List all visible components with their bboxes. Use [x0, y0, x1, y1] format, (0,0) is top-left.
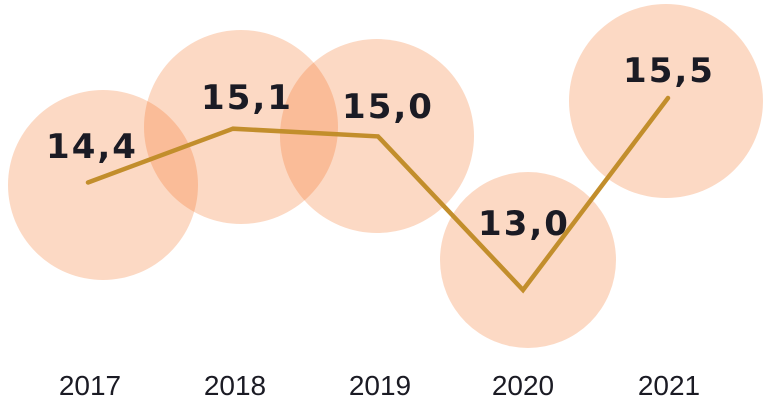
bubble-2017 — [8, 90, 198, 280]
value-label-2020: 13,0 — [478, 204, 570, 244]
x-tick-2017: 2017 — [59, 370, 121, 401]
value-label-2018: 15,1 — [201, 78, 293, 118]
value-label-2017: 14,4 — [46, 127, 138, 167]
value-label-2019: 15,0 — [342, 87, 434, 127]
x-tick-2018: 2018 — [204, 370, 266, 401]
x-tick-2019: 2019 — [349, 370, 411, 401]
trend-line — [85, 95, 671, 294]
bubble-2020 — [440, 172, 616, 348]
x-tick-2020: 2020 — [492, 370, 554, 401]
value-labels: 14,4 15,1 15,0 13,0 15,5 — [46, 51, 715, 244]
x-axis-labels: 2017 2018 2019 2020 2021 — [59, 370, 700, 401]
x-tick-2021: 2021 — [638, 370, 700, 401]
bubbles — [8, 4, 763, 348]
value-label-2021: 15,5 — [623, 51, 715, 91]
